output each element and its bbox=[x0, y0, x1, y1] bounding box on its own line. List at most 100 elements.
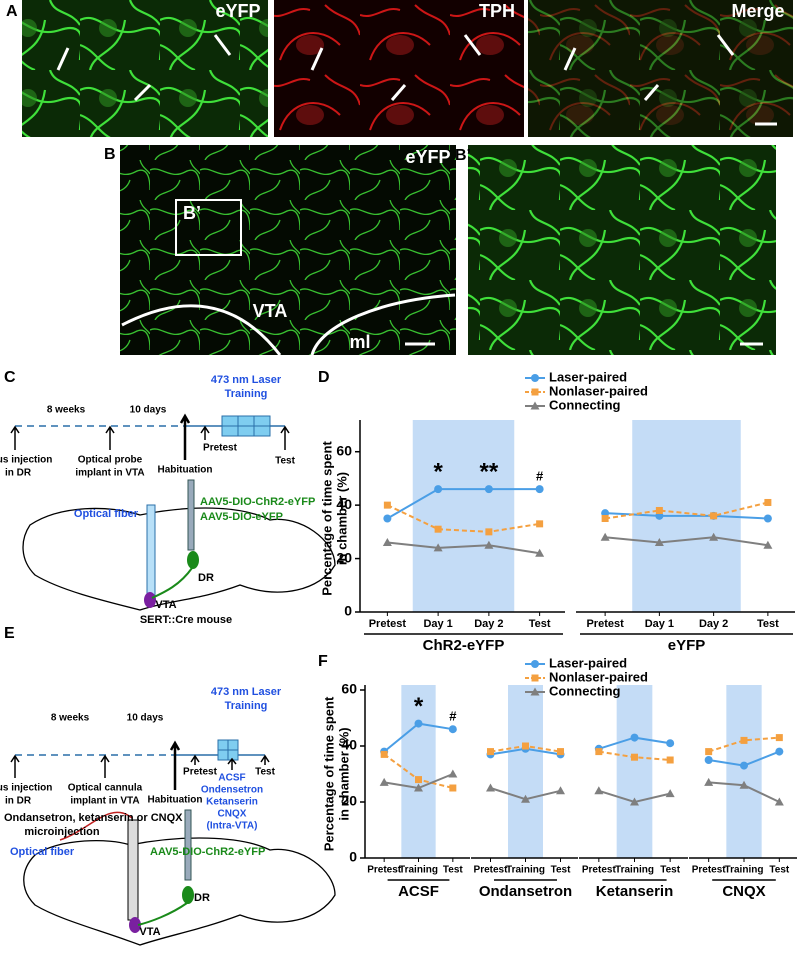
data-point bbox=[763, 540, 773, 549]
label: Test bbox=[255, 767, 275, 778]
data-point bbox=[740, 736, 748, 744]
label: 8 weeks bbox=[47, 405, 86, 416]
label: B bbox=[104, 146, 116, 163]
label: Ondensetron bbox=[201, 785, 263, 796]
label: SERT::Cre mouse bbox=[140, 614, 232, 626]
label: implant in VTA bbox=[75, 468, 144, 479]
label: TPH bbox=[479, 1, 515, 21]
label: Optical fiber bbox=[74, 508, 139, 520]
data-point bbox=[487, 748, 494, 756]
label: A bbox=[6, 3, 18, 20]
data-point bbox=[704, 777, 714, 786]
data-point bbox=[434, 485, 443, 494]
data-point bbox=[434, 525, 442, 533]
data-point bbox=[594, 786, 604, 795]
legend-marker bbox=[530, 401, 540, 410]
label: 10 days bbox=[130, 405, 167, 416]
label: F bbox=[318, 653, 328, 670]
group-label: ACSF bbox=[398, 883, 439, 900]
label: DR bbox=[198, 572, 214, 584]
highlight bbox=[412, 420, 515, 612]
y-tick-label: 20 bbox=[341, 793, 357, 809]
x-tick-label: Training bbox=[615, 865, 654, 876]
label: Training bbox=[225, 388, 268, 400]
legend-label: Laser-paired bbox=[549, 655, 627, 670]
regions bbox=[129, 551, 199, 933]
x-tick-label: Training bbox=[399, 865, 438, 876]
y-axis-label: in chamber (%) bbox=[334, 472, 349, 565]
label: Ondansetron, ketanserin or CNQX bbox=[4, 812, 183, 824]
x-tick-label: Test bbox=[529, 618, 551, 630]
label: Habituation bbox=[158, 465, 213, 476]
label: Ketanserin bbox=[206, 797, 258, 808]
data-point bbox=[631, 753, 638, 761]
label: B’ bbox=[455, 147, 471, 164]
label: 10 days bbox=[127, 713, 164, 724]
group-label: CNQX bbox=[722, 883, 765, 900]
legend-marker bbox=[531, 388, 539, 396]
data-point bbox=[704, 756, 713, 764]
data-point bbox=[536, 520, 544, 528]
label: B’ bbox=[183, 203, 201, 223]
label: C bbox=[4, 369, 16, 386]
data-point bbox=[654, 538, 664, 547]
data-point bbox=[705, 748, 713, 756]
series-line bbox=[387, 541, 540, 555]
label: CNQX bbox=[218, 809, 247, 820]
y-axis-title: Percentage of time spent in chamber (%) bbox=[319, 441, 349, 596]
label: VTA bbox=[253, 301, 288, 321]
series-line bbox=[604, 501, 769, 520]
group-label: eYFP bbox=[668, 637, 706, 654]
label: AAV5-DIO-eYFP bbox=[200, 511, 283, 523]
data-point bbox=[739, 780, 749, 789]
x-tick-label: Pretest bbox=[586, 618, 624, 630]
data-point bbox=[383, 514, 392, 523]
event-arrows bbox=[10, 413, 290, 790]
group-label: Ketanserin bbox=[596, 883, 674, 900]
data-point bbox=[601, 515, 609, 522]
data-point bbox=[383, 501, 391, 509]
data-point bbox=[655, 506, 663, 514]
legend-label: Connecting bbox=[549, 683, 621, 698]
data-point bbox=[630, 733, 639, 742]
label: E bbox=[4, 625, 15, 642]
fiber-cable bbox=[59, 811, 133, 841]
data-point bbox=[448, 769, 458, 778]
y-axis-label: Percentage of time spent bbox=[321, 696, 336, 851]
label: VTA bbox=[139, 926, 160, 938]
label: Optical fiber bbox=[10, 846, 75, 858]
data-point bbox=[775, 747, 784, 756]
label: Virus injection bbox=[0, 783, 52, 794]
label: microinjection bbox=[24, 826, 99, 838]
x-tick-label: Day 1 bbox=[645, 618, 674, 630]
label: VTA bbox=[155, 599, 176, 611]
x-tick-label: Test bbox=[660, 865, 680, 876]
label: in DR bbox=[5, 796, 32, 807]
data-point bbox=[414, 719, 423, 728]
x-tick-label: Pretest bbox=[582, 865, 617, 876]
tph-image bbox=[274, 0, 524, 137]
data-point bbox=[740, 761, 748, 770]
label: 473 nm Laser bbox=[211, 686, 282, 698]
data-point bbox=[449, 784, 457, 792]
series-line bbox=[708, 736, 780, 753]
data-point bbox=[557, 748, 564, 756]
data-point bbox=[710, 512, 718, 520]
x-tick-label: Day 1 bbox=[423, 618, 452, 630]
data-point bbox=[775, 734, 783, 742]
highlight bbox=[726, 685, 762, 858]
label: Pretest bbox=[183, 767, 218, 778]
significance: * bbox=[433, 458, 443, 485]
data-point bbox=[484, 485, 493, 494]
data-point bbox=[709, 532, 719, 541]
label: (Intra-VTA) bbox=[207, 821, 258, 832]
label: D bbox=[318, 369, 330, 386]
y-tick-label: 60 bbox=[341, 681, 357, 697]
data-point bbox=[485, 528, 493, 536]
x-tick-label: Pretest bbox=[367, 865, 402, 876]
significance: ** bbox=[480, 458, 499, 485]
label: DR bbox=[194, 892, 210, 904]
arrows bbox=[56, 34, 777, 126]
label: ml bbox=[349, 332, 370, 352]
